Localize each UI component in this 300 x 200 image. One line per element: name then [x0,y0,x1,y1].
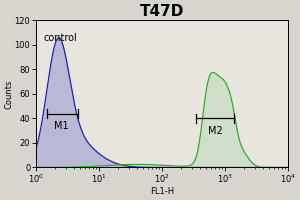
Text: M1: M1 [54,121,68,131]
X-axis label: FL1-H: FL1-H [150,187,174,196]
Text: M2: M2 [208,126,223,136]
Y-axis label: Counts: Counts [4,79,13,109]
Title: T47D: T47D [140,4,184,19]
Text: control: control [44,33,77,43]
